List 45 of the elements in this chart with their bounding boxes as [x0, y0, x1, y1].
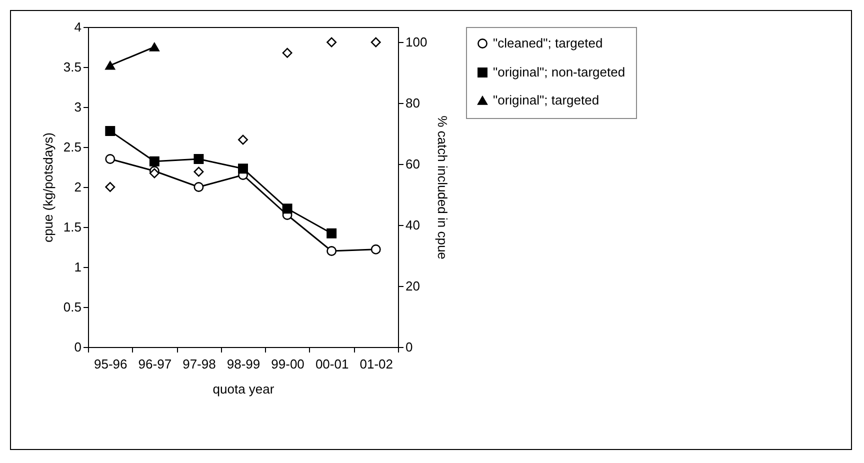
y2-tick-label: 80 [406, 96, 420, 111]
y2-tick-label: 0 [406, 340, 413, 354]
y-tick-label: 0 [74, 340, 82, 354]
point [194, 166, 204, 177]
x-tick-label: 01-02 [360, 356, 393, 372]
y2-tick-label: 100 [406, 34, 428, 50]
point [105, 126, 116, 136]
y2-tick-label: 20 [406, 278, 420, 294]
y-tick-label: 2.5 [63, 140, 82, 154]
y-tick-label: 4 [74, 20, 82, 34]
y-tick-label: 3 [74, 100, 82, 114]
x-tick-label: 98-99 [226, 356, 260, 372]
point [282, 204, 292, 214]
x-tick-label: 99-00 [271, 356, 304, 372]
point [194, 182, 204, 192]
y-axis-title: cpue (kg/potsdays) [40, 132, 56, 242]
y-tick-label: 2 [74, 180, 82, 194]
point [326, 246, 337, 256]
legend-label: "original"; non-targeted [493, 64, 626, 80]
y2-axis-title: % catch included in cpue [435, 116, 450, 260]
x-axis-title: quota year [212, 382, 275, 396]
y2-tick-label: 60 [406, 156, 420, 172]
legend-label: "original"; targeted [493, 92, 600, 108]
point [326, 37, 337, 48]
point [105, 154, 116, 164]
point [370, 244, 381, 254]
y-tick-label: 3.5 [63, 60, 82, 74]
y-tick-label: 1.5 [63, 220, 82, 234]
x-tick-label: 95-96 [94, 356, 128, 372]
x-tick-label: 00-01 [315, 356, 349, 372]
legend-label: "cleaned"; targeted [493, 36, 603, 50]
point [238, 134, 248, 145]
y-tick-label: 0.5 [63, 300, 82, 314]
point [282, 48, 292, 58]
y-tick-label: 1 [74, 260, 82, 274]
point [326, 228, 337, 238]
y2-tick-label: 40 [406, 218, 420, 233]
point [149, 156, 160, 166]
point [370, 37, 381, 48]
point [194, 154, 204, 164]
point [105, 182, 116, 192]
x-tick-label: 96-97 [138, 356, 172, 372]
x-tick-label: 97-98 [182, 356, 216, 372]
point [149, 168, 160, 178]
point [238, 164, 248, 174]
